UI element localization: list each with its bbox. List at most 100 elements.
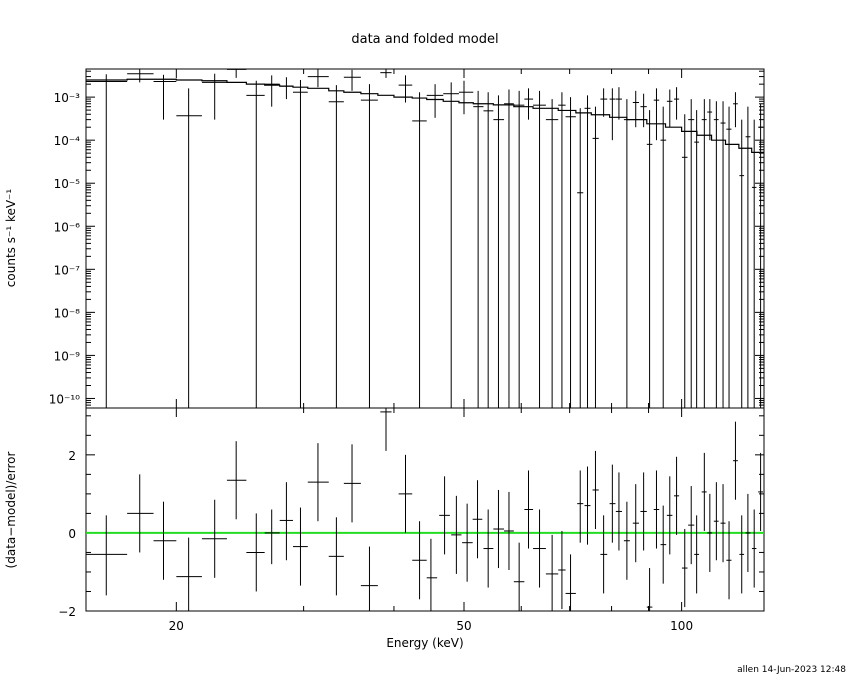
residual-point [246, 513, 265, 592]
residual-point [412, 521, 427, 600]
data-point [292, 79, 308, 408]
data-point [504, 89, 514, 408]
data-point [577, 108, 584, 408]
residual-point [615, 472, 622, 551]
data-point [653, 88, 660, 141]
residual-point [279, 482, 293, 561]
residual-point [176, 537, 202, 611]
residual-point [720, 484, 726, 563]
data-point [307, 69, 329, 88]
data-point [279, 77, 293, 100]
data-point [674, 87, 680, 120]
data-point [264, 75, 280, 107]
x-axis-label: Energy (keV) [386, 636, 463, 650]
data-point [513, 90, 525, 408]
bottom-panel-frame [85, 407, 765, 612]
bottom-y-tick-labels: 2 0 −2 [58, 449, 76, 619]
residual-point [483, 509, 494, 588]
residual-point [577, 470, 584, 543]
residual-point [733, 421, 738, 500]
residual-point [153, 501, 177, 580]
y-tick-label: 10⁻⁸ [54, 306, 81, 320]
residual-point [674, 456, 680, 535]
data-point [609, 88, 616, 141]
data-point [615, 87, 622, 120]
residual-point [451, 495, 462, 574]
residual-point [640, 472, 647, 551]
data-point [666, 89, 673, 128]
top-data-points [86, 68, 764, 408]
residual-point [653, 470, 660, 549]
residual-point [513, 542, 525, 611]
residual-point [545, 534, 559, 611]
residual-point [688, 486, 695, 565]
data-point [426, 84, 444, 118]
data-point [565, 97, 576, 408]
residual-point [660, 505, 667, 584]
residual-point [739, 515, 745, 594]
data-point [246, 80, 265, 408]
residual-point [726, 521, 732, 600]
residual-point [745, 493, 751, 572]
data-point [726, 106, 732, 408]
top-y-axis-label: counts s⁻¹ keV⁻¹ [4, 189, 18, 288]
data-point [707, 99, 713, 141]
residual-point [292, 507, 308, 586]
residual-point [226, 441, 247, 520]
x-tick-label: 100 [670, 619, 693, 633]
residual-point [127, 474, 154, 553]
data-point [592, 106, 599, 408]
residual-point [565, 554, 576, 611]
residual-point [609, 464, 616, 543]
data-point [751, 119, 757, 408]
y-tick-label: 10⁻⁹ [54, 349, 81, 363]
residual-point [307, 443, 329, 522]
y-tick-label: −2 [58, 605, 76, 619]
residual-point [758, 452, 764, 531]
footer-stamp: allen 14-Jun-2023 12:48 [737, 665, 846, 675]
data-point [694, 110, 700, 408]
top-panel: 10⁻³ 10⁻⁴ 10⁻⁵ 10⁻⁶ 10⁻⁷ 10⁻⁸ 10⁻⁹ 10⁻¹⁰ counts… [4, 68, 765, 409]
y-tick-label: 10⁻⁷ [54, 263, 81, 277]
bottom-y-axis-label: (data−model)/error [4, 451, 18, 568]
data-point [640, 93, 647, 128]
x-tick-label: 50 [456, 619, 471, 633]
residual-point [86, 515, 128, 596]
y-tick-label: 10⁻⁴ [54, 134, 81, 148]
residual-point [707, 493, 713, 572]
data-point [226, 68, 247, 78]
data-point [153, 74, 177, 120]
data-point [176, 88, 202, 408]
data-point [681, 114, 688, 408]
folded-model-line [86, 78, 764, 153]
residual-point [360, 546, 378, 611]
y-tick-label: 2 [68, 449, 76, 463]
x-tick-label: 20 [169, 619, 184, 633]
top-axis-ticks [86, 69, 764, 409]
data-point [380, 69, 392, 78]
residual-point [201, 499, 227, 578]
data-point [745, 106, 751, 408]
residual-point [713, 482, 719, 561]
data-point [443, 82, 459, 408]
residual-point [701, 452, 707, 531]
y-tick-label: 10⁻³ [54, 91, 81, 105]
residual-point [558, 530, 566, 610]
data-point [201, 73, 227, 120]
data-point [412, 92, 427, 408]
data-point [720, 101, 726, 408]
y-tick-label: 10⁻¹⁰ [49, 392, 80, 406]
residual-point [632, 484, 639, 563]
residual-point [623, 501, 630, 580]
data-point [493, 95, 505, 408]
data-point [545, 99, 559, 408]
data-point [558, 92, 566, 408]
data-point [733, 92, 738, 128]
data-point [458, 80, 474, 115]
bottom-axis-ticks [86, 408, 764, 612]
residual-point [533, 509, 546, 588]
data-point [86, 74, 128, 408]
residual-point [751, 509, 757, 588]
chart-title: data and folded model [351, 32, 498, 47]
